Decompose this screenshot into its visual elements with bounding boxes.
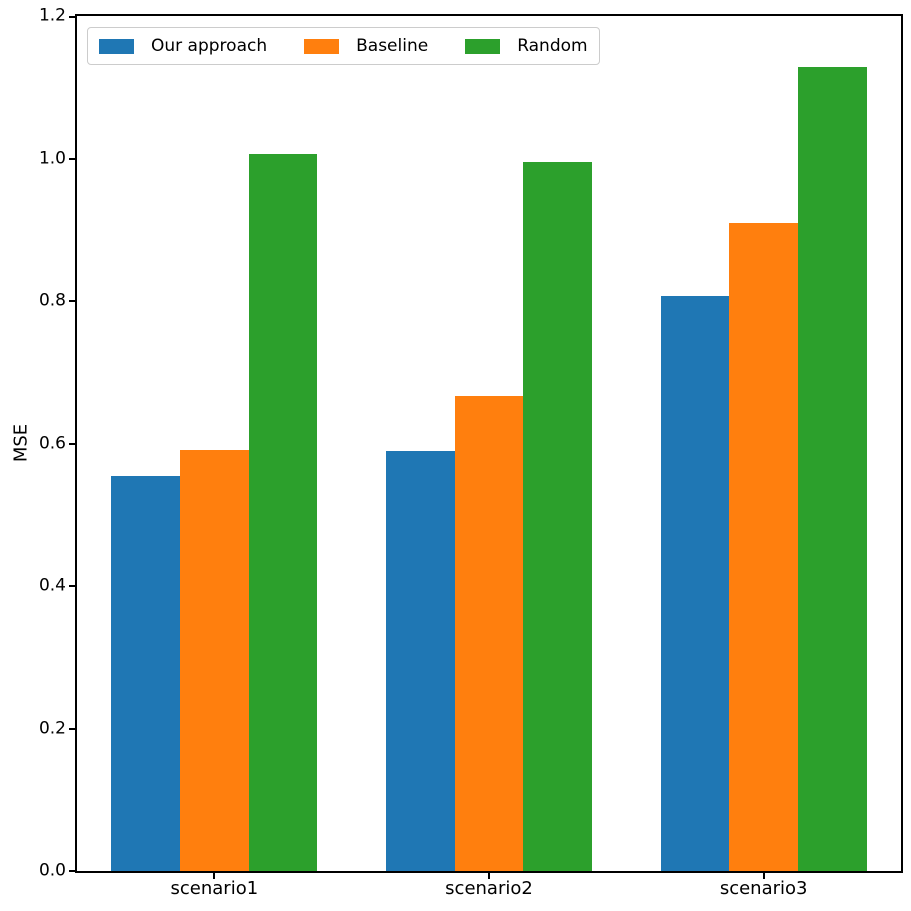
bar-scenario3-baseline [729,223,798,871]
bar-scenario2-random [523,162,592,871]
legend-item-random: Random [465,36,588,56]
legend-label: Our approach [151,36,268,56]
y-tick-mark [69,157,77,160]
bar-scenario2-our-approach [386,450,455,871]
y-tick-mark [69,870,77,872]
bar-scenario2-baseline [454,396,524,871]
x-tick-mark [213,871,216,879]
y-tick-mark [69,585,77,587]
y-tick-label: 1.0 [38,148,66,168]
y-tick-mark [69,727,77,730]
y-tick-label: 0.2 [38,718,66,738]
x-tick-label-scenario3: scenario3 [719,878,808,899]
bar-scenario3-our-approach [660,296,730,871]
legend-item-baseline: Baseline [304,36,428,56]
legend-item-our-approach: Our approach [99,36,267,56]
bar-scenario1-our-approach [111,475,180,871]
legend-label: Random [517,36,588,56]
legend-swatch-icon [304,38,340,54]
legend-swatch-icon [99,38,134,54]
y-tick-mark [69,16,77,18]
x-tick-label-scenario2: scenario2 [445,878,533,899]
bars-layer [77,16,901,871]
bar-scenario3-random [798,66,867,871]
bar-scenario1-random [248,153,318,871]
x-tick-label-scenario1: scenario1 [170,878,259,899]
y-tick-mark [69,442,77,445]
y-axis-label: MSE [10,423,32,463]
y-tick-mark [69,300,77,302]
legend-swatch-icon [465,38,501,54]
x-tick-mark [488,871,490,879]
y-tick-label: 0.6 [38,433,66,453]
y-tick-label: 1.2 [38,5,66,26]
x-tick-mark [762,871,765,879]
legend-label: Baseline [356,36,429,56]
plot-area: Our approach Baseline Random 0.0 0.2 0.4 0.6 0… [39,7,903,898]
y-tick-label: 0.8 [38,290,66,311]
y-tick-label: 0.4 [38,575,66,596]
y-tick-label: 0.0 [38,860,66,881]
legend: Our approach Baseline Random [87,27,600,66]
bar-scenario1-baseline [180,449,249,871]
